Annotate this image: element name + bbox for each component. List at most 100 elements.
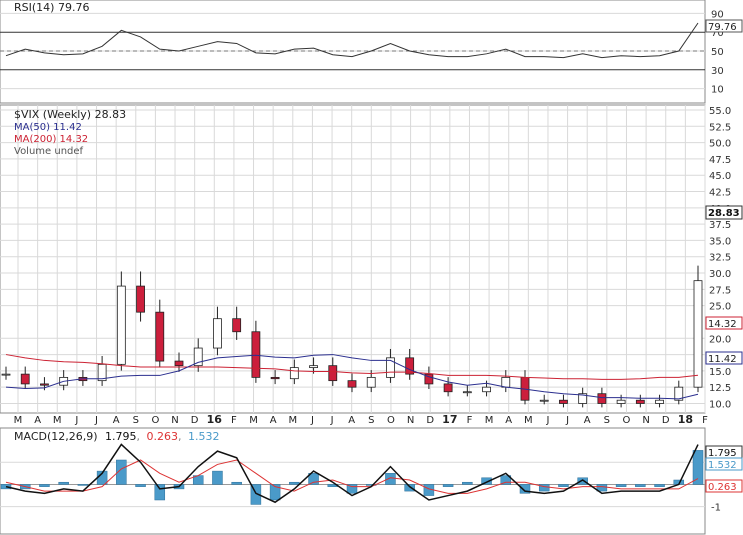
macd-histogram-bar	[154, 484, 166, 501]
macd-histogram-bar	[385, 473, 396, 485]
x-axis-label: F	[702, 415, 708, 426]
candle-body	[693, 280, 703, 388]
candle-body	[482, 386, 491, 393]
macd-histogram-bar	[365, 484, 377, 486]
macd-current-value: 1.795	[708, 448, 737, 459]
legend-volume: Volume undef	[14, 146, 84, 157]
price-tick-label: 12.5	[709, 383, 731, 394]
price-tick-label: 37.5	[709, 220, 731, 231]
macd-histogram-bar	[500, 475, 512, 485]
rsi-current-badge	[705, 19, 743, 33]
price-tick-label: 10.0	[709, 399, 731, 410]
ma200-current-value: 14.32	[708, 319, 737, 330]
x-axis-label: O	[151, 415, 159, 426]
rsi-label: RSI(14) 79.76	[14, 1, 89, 14]
candle-body	[539, 399, 549, 402]
rsi-line	[5, 22, 699, 59]
price-current-badge	[705, 205, 743, 220]
candle-body	[155, 311, 165, 362]
macd-line	[5, 443, 699, 504]
macd-histogram-bar	[615, 484, 627, 487]
candle-body	[578, 393, 588, 404]
ma50-current-value: 11.42	[708, 354, 737, 365]
rsi-tick-label: 10	[711, 85, 724, 96]
ma200-badge	[705, 316, 743, 330]
macd-histogram-bar	[308, 473, 319, 485]
candle-body	[674, 386, 684, 401]
candle-body	[213, 318, 222, 349]
macd-histogram-bar	[231, 481, 242, 485]
price-tick-label: 52.5	[709, 122, 731, 133]
rsi-tick-label: 90	[711, 9, 724, 20]
macd-histogram-bar	[462, 481, 473, 485]
price-tick-label: 42.5	[709, 188, 731, 199]
candle-body	[655, 399, 664, 404]
macd-histogram-bar	[77, 484, 89, 486]
x-axis-label: S	[133, 415, 139, 426]
x-axis-label: 17	[442, 413, 457, 426]
macd-histogram-bar	[39, 484, 50, 487]
price-tick-label: 55.0	[709, 106, 731, 117]
hist-current-badge	[705, 457, 743, 471]
x-axis-label: F	[231, 415, 237, 426]
candle-body	[251, 331, 261, 378]
x-axis-label: O	[387, 415, 395, 426]
x-axis-label: D	[662, 415, 670, 426]
candle-body	[20, 373, 30, 385]
x-axis-label: J	[310, 415, 314, 426]
candle-body	[405, 357, 415, 375]
price-tick-label: 32.5	[709, 253, 731, 264]
x-axis-label: M	[53, 415, 62, 426]
x-axis-label: J	[565, 415, 569, 426]
macd-histogram-bar	[596, 484, 608, 492]
x-axis-label: M	[249, 415, 258, 426]
price-current-value: 28.83	[708, 208, 740, 219]
ma50-line	[5, 354, 699, 400]
x-axis-label: N	[642, 415, 649, 426]
price-title: $VIX (Weekly) 28.83	[14, 108, 126, 121]
x-axis-label: M	[288, 415, 297, 426]
candles	[1, 265, 703, 408]
macd-histogram-bar	[538, 484, 550, 492]
hist-current-value: 1.532	[708, 460, 737, 471]
candle-body	[289, 367, 299, 380]
x-axis-label: 16	[207, 413, 223, 426]
legend-ma50: MA(50) 11.42	[14, 122, 82, 133]
x-axis-label: J	[545, 415, 549, 426]
x-axis-label: N	[407, 415, 414, 426]
x-axis-label: A	[270, 415, 277, 426]
macd-label-hist: 1.532	[188, 430, 220, 443]
candle-body	[597, 393, 607, 404]
macd-histogram-bar	[654, 484, 665, 487]
x-axis-label: A	[113, 415, 120, 426]
candle-body	[270, 376, 280, 380]
price-panel: 55.052.550.047.545.042.540.037.535.032.5…	[0, 104, 743, 414]
macd-histogram-bar	[692, 450, 704, 485]
x-axis-label: M	[524, 415, 533, 426]
x-axis-label: O	[623, 415, 631, 426]
macd-histogram-bar	[481, 477, 492, 485]
candle-body	[1, 373, 11, 376]
candle-body	[193, 347, 203, 367]
x-axis-label: 18	[678, 413, 693, 426]
candle-body	[232, 318, 242, 333]
x-axis-label: J	[330, 415, 334, 426]
candle-body	[136, 285, 145, 313]
macd-histogram-bar	[519, 484, 531, 494]
price-tick-label: 47.5	[709, 155, 731, 166]
candle-body	[462, 391, 472, 394]
x-axis-label: F	[467, 415, 473, 426]
macd-histogram-bar	[442, 484, 454, 487]
macd-label-macd: 1.795	[105, 430, 137, 443]
x-axis-label: A	[34, 415, 41, 426]
x-axis: M A M J J A S O N D 16 F M A M J J A S O N D 17 F M A M J J A S O N D 18 F	[14, 413, 708, 426]
x-axis-label: D	[191, 415, 199, 426]
x-axis-label: A	[584, 415, 591, 426]
candle-body	[559, 399, 568, 404]
macd-histogram-bar	[212, 470, 223, 485]
candle-body	[328, 365, 338, 382]
rsi-tick-label: 70	[711, 28, 724, 39]
macd-histogram-bar	[346, 484, 358, 494]
macd-label: MACD(12,26,9) 1.795, 0.263, 1.532	[14, 430, 220, 443]
